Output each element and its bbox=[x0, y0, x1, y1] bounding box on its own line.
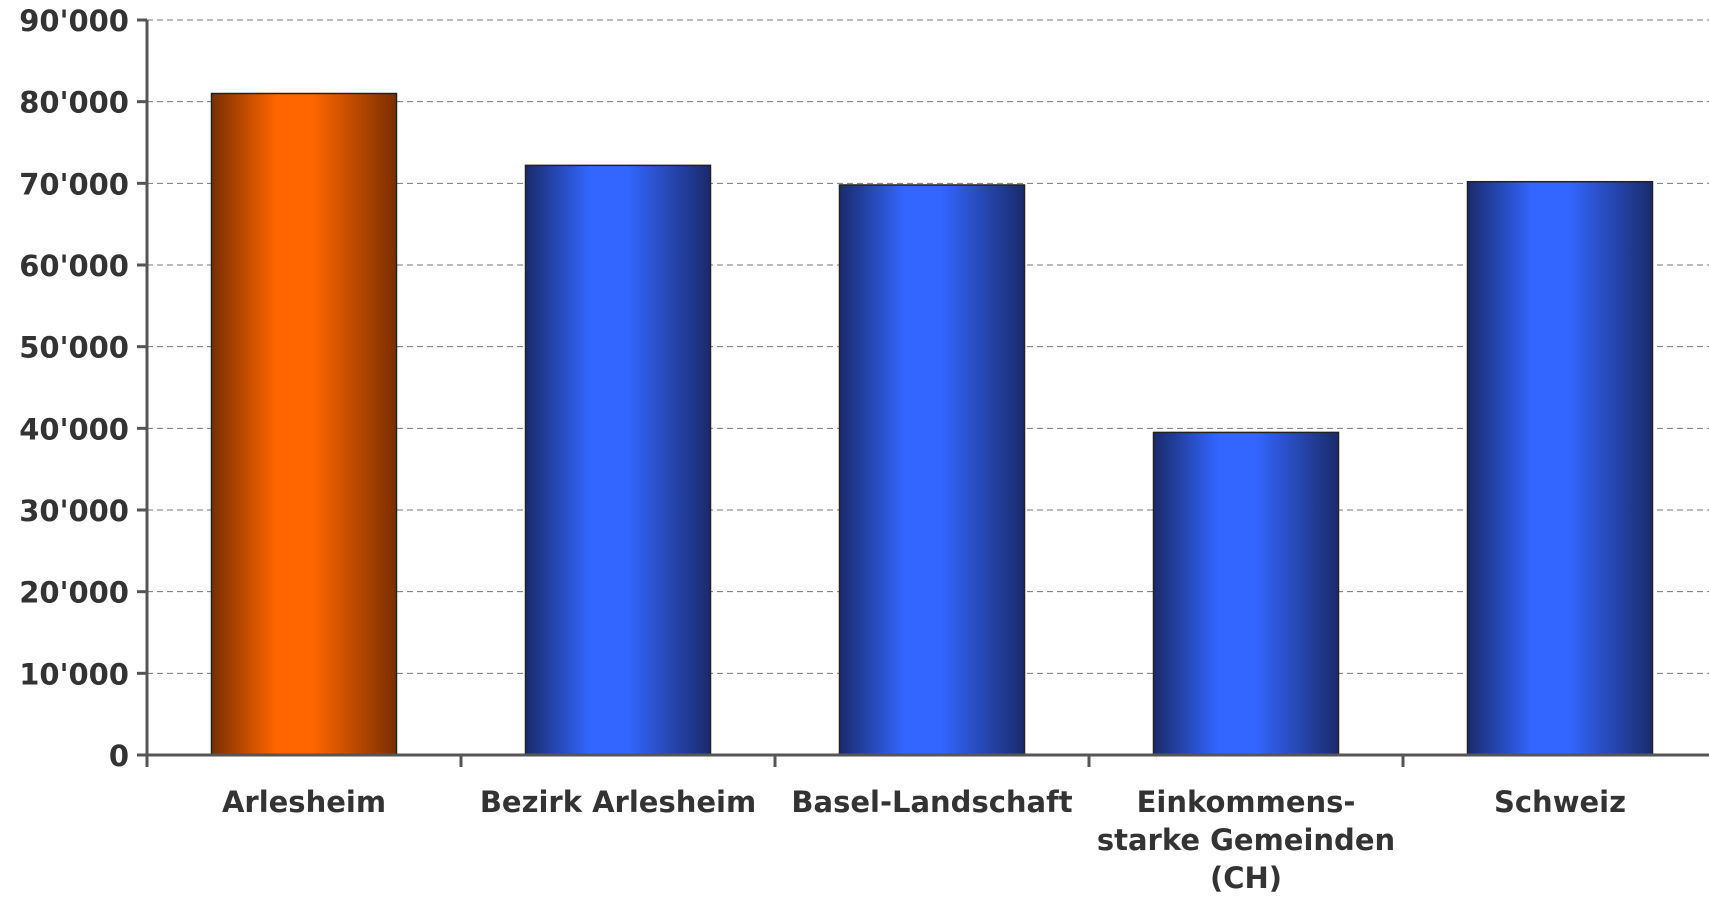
axes bbox=[137, 18, 1709, 767]
x-category-label-line: (CH) bbox=[1210, 861, 1282, 895]
x-category-label-line: starke Gemeinden bbox=[1097, 823, 1395, 857]
x-category-label-line: Einkommens- bbox=[1137, 785, 1356, 819]
bar bbox=[1152, 431, 1340, 756]
y-tick-label: 20'000 bbox=[19, 576, 129, 610]
y-tick-label: 0 bbox=[109, 739, 129, 773]
bar bbox=[524, 164, 712, 756]
x-category-label: Einkommens-starke Gemeinden (CH) bbox=[1097, 785, 1395, 895]
bar bbox=[1466, 180, 1654, 756]
y-tick-label: 10'000 bbox=[19, 657, 129, 691]
x-category-label: Arlesheim bbox=[222, 785, 386, 819]
axis-labels: 0 10'000 20'000 30'000 40'000 50'000 60'000 70'… bbox=[19, 4, 1626, 895]
x-category-label-line: Basel-Landschaft bbox=[791, 785, 1072, 819]
x-category-label-line: Bezirk Arlesheim bbox=[480, 785, 756, 819]
y-tick-label: 70'000 bbox=[19, 167, 129, 201]
x-category-label: Bezirk Arlesheim bbox=[480, 785, 756, 819]
bars bbox=[210, 92, 1654, 756]
bar bbox=[838, 184, 1026, 756]
y-tick-label: 50'000 bbox=[19, 331, 129, 365]
y-tick-label: 40'000 bbox=[19, 412, 129, 446]
y-tick-label: 60'000 bbox=[19, 249, 129, 283]
x-category-label: Schweiz bbox=[1494, 785, 1626, 819]
x-category-label-line: Arlesheim bbox=[222, 785, 386, 819]
y-tick-label: 80'000 bbox=[19, 86, 129, 120]
y-tick-label: 90'000 bbox=[19, 4, 129, 38]
x-category-label-line: Schweiz bbox=[1494, 785, 1626, 819]
y-tick-label: 30'000 bbox=[19, 494, 129, 528]
x-category-label: Basel-Landschaft bbox=[791, 785, 1072, 819]
bar bbox=[210, 92, 398, 756]
